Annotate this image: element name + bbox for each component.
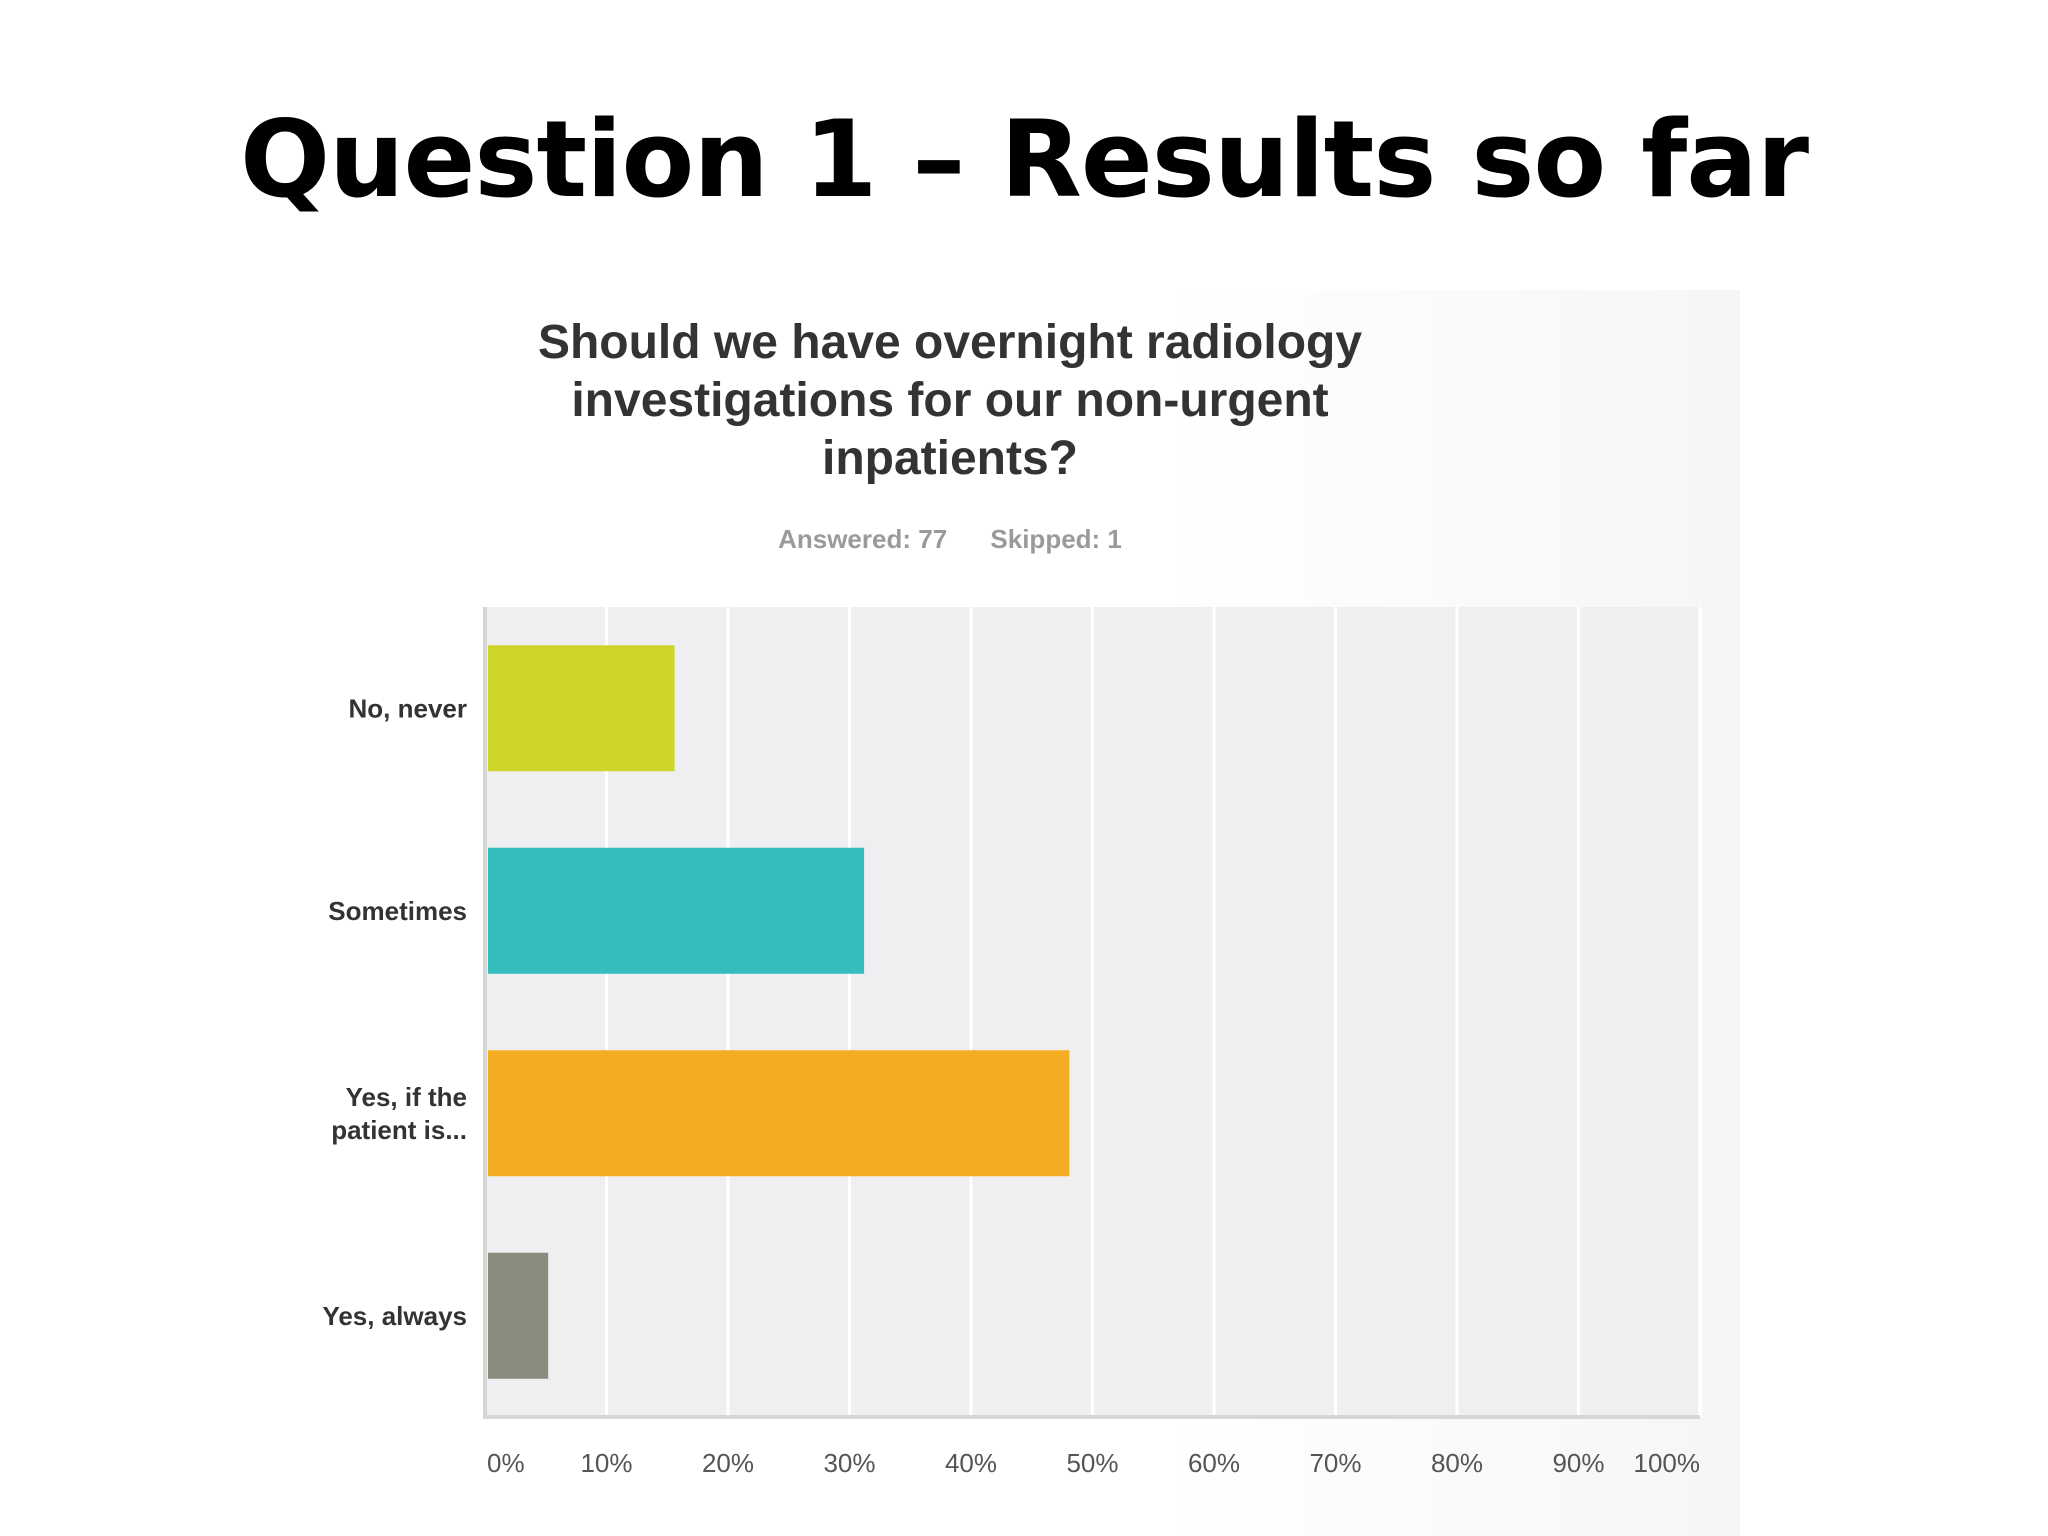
x-tick-label: 30% bbox=[823, 1448, 875, 1478]
bar bbox=[488, 847, 865, 974]
slide-title: Question 1 – Results so far bbox=[239, 98, 1809, 221]
category-label-line: Yes, if the bbox=[346, 1082, 467, 1112]
x-tick-label: 100% bbox=[1634, 1448, 1701, 1478]
category-label-line: Sometimes bbox=[328, 896, 467, 926]
category-label: Sometimes bbox=[328, 896, 467, 926]
x-tick-label: 50% bbox=[1066, 1448, 1118, 1478]
bar bbox=[488, 645, 675, 772]
category-label-line: No, never bbox=[349, 693, 468, 723]
x-tick-label: 80% bbox=[1431, 1448, 1483, 1478]
category-label: Yes, if the patient is... bbox=[331, 1082, 467, 1145]
bar bbox=[488, 1252, 549, 1379]
answered-count: Answered: 77 bbox=[778, 524, 948, 554]
response-stats: Answered: 77 Skipped: 1 bbox=[720, 524, 1180, 555]
x-tick-label: 60% bbox=[1188, 1448, 1240, 1478]
category-label-line: patient is... bbox=[331, 1115, 467, 1145]
category-label: No, never bbox=[349, 693, 468, 723]
x-tick-label: 90% bbox=[1552, 1448, 1604, 1478]
skipped-count: Skipped: 1 bbox=[990, 524, 1122, 554]
category-label: Yes, always bbox=[322, 1301, 467, 1331]
x-tick-label: 0% bbox=[487, 1448, 525, 1478]
x-tick-label: 70% bbox=[1309, 1448, 1361, 1478]
x-tick-label: 10% bbox=[580, 1448, 632, 1478]
x-tick-label: 40% bbox=[945, 1448, 997, 1478]
chart-title: Should we have overnight radiology inves… bbox=[537, 316, 1363, 485]
x-tick-label: 20% bbox=[702, 1448, 754, 1478]
category-label-line: Yes, always bbox=[322, 1301, 467, 1331]
bar bbox=[488, 1050, 1070, 1177]
